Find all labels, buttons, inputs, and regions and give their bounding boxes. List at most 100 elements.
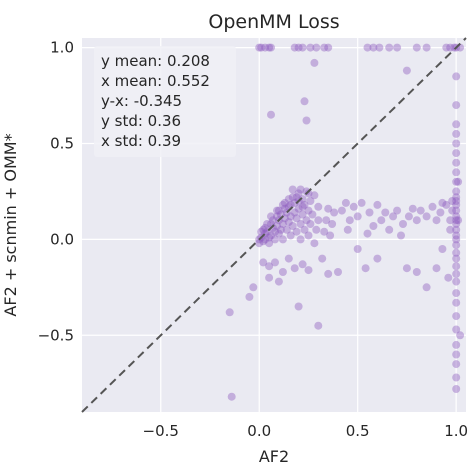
scatter-point (402, 264, 411, 273)
scatter-point (269, 216, 277, 225)
scatter-point (320, 43, 329, 52)
scatter-point (452, 254, 461, 263)
chart-title: OpenMM Loss (208, 11, 339, 33)
scatter-point (452, 235, 461, 244)
scatter-point (274, 229, 283, 238)
scatter-point (446, 225, 455, 234)
scatter-point (314, 321, 323, 330)
scatter-point (320, 227, 329, 236)
scatter-point (298, 260, 307, 269)
scatter-point (328, 220, 337, 228)
scatter-point (298, 210, 307, 219)
x-tick-label: −0.5 (143, 422, 179, 440)
x-tick-labels: −0.5 0.0 0.5 1.0 (143, 422, 469, 440)
scatter-point (310, 58, 319, 67)
scatter-point (438, 198, 447, 207)
scatter-point (452, 139, 461, 148)
scatter-point (452, 269, 461, 278)
scatter-point (276, 225, 285, 234)
scatter-point (245, 292, 254, 301)
scatter-point (452, 385, 461, 393)
scatter-point (452, 168, 461, 177)
scatter-point (365, 208, 374, 217)
scatter-point (446, 216, 455, 225)
scatter-point (341, 198, 350, 207)
scatter-point (290, 264, 299, 273)
scatter-point (330, 208, 339, 217)
identity-line (81, 37, 467, 413)
scatter-point (308, 210, 317, 219)
scatter-point (263, 220, 272, 228)
scatter-point (452, 241, 461, 250)
scatter-point (302, 216, 311, 225)
y-tick-labels: −0.5 0.0 0.5 1.0 (38, 39, 74, 345)
scatter-point (265, 43, 274, 52)
scatter-point (269, 223, 277, 232)
scatter-point (267, 231, 275, 240)
scatter-point (369, 222, 378, 230)
scatter-point (345, 216, 354, 225)
scatter-point (304, 231, 313, 240)
scatter-point (310, 239, 319, 248)
scatter-point (361, 264, 370, 273)
scatter-point (452, 72, 461, 81)
scatter-point (259, 225, 268, 234)
scatter-point (257, 43, 266, 52)
x-tick-label: 0.5 (346, 422, 370, 440)
scatter-point (353, 245, 362, 253)
scatter-point (452, 312, 461, 321)
scatter-point (402, 66, 411, 75)
scatter-point (322, 216, 331, 225)
scatter-point (373, 254, 382, 263)
scatter-point (452, 197, 461, 205)
scatter-point (261, 43, 270, 52)
scatter-point (249, 283, 258, 292)
scatter-point (412, 216, 421, 225)
scatter-point (393, 43, 402, 52)
scatter-point (454, 216, 463, 225)
scatter-point (412, 43, 421, 52)
scatter-point (373, 200, 382, 209)
scatter-point (296, 235, 305, 244)
scatter-point (353, 212, 362, 221)
scatter-point (454, 177, 463, 186)
scatter-point (452, 129, 461, 138)
x-tick-label: 1.0 (444, 422, 468, 440)
scatter-point (343, 225, 352, 234)
scatter-point (324, 204, 333, 213)
scatter-point (310, 191, 319, 200)
scatter-point (452, 220, 461, 228)
scatter-point (432, 216, 441, 225)
scatter-point (292, 227, 301, 236)
scatter-point (312, 43, 321, 52)
scatter-point (314, 202, 323, 211)
scatter-point (452, 206, 461, 215)
scatter-point (428, 202, 437, 211)
y-tick-label: 1.0 (50, 39, 74, 57)
scatter-point (438, 245, 447, 253)
scatter-point (422, 283, 431, 292)
scatter-point (274, 277, 283, 286)
scatter-point (442, 43, 451, 52)
scatter-point (452, 120, 461, 129)
scatter-point (294, 204, 303, 213)
scatter-point (271, 258, 279, 267)
scatter-point (334, 268, 342, 276)
scatter-point (298, 202, 307, 211)
scatter-point (306, 43, 315, 52)
scatter-point (271, 227, 279, 236)
scatter-point (259, 258, 268, 267)
scatter-point (363, 229, 372, 238)
scatter-point (294, 302, 303, 311)
scatter-point (436, 208, 445, 217)
scatter-point (452, 225, 461, 234)
stats-y-std: y std: 0.36 (101, 112, 181, 130)
scatter-point (324, 43, 333, 52)
stats-y-minus-x: y-x: -0.345 (101, 92, 182, 110)
scatter-point (404, 212, 413, 221)
scatter-point (357, 198, 366, 207)
scatter-point (271, 235, 279, 244)
scatter-point (292, 193, 301, 202)
scatter-point (302, 116, 311, 125)
